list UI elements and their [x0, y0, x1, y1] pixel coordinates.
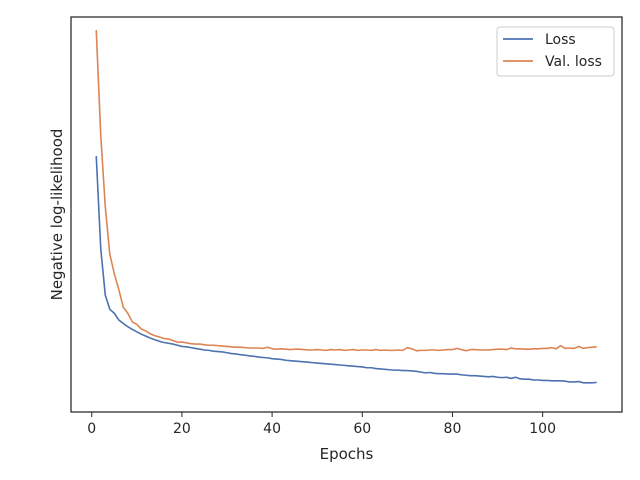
x-tick-label: 40: [263, 421, 281, 437]
x-tick-label: 80: [444, 421, 462, 437]
series-lines: [95, 30, 597, 384]
legend: Loss Val. loss: [496, 26, 615, 77]
x-tick-label: 60: [353, 421, 371, 437]
series-line-val-loss: [95, 30, 597, 352]
x-tick-label: 0: [87, 421, 96, 437]
plot-area: [70, 16, 623, 413]
legend-label: Loss: [545, 32, 576, 48]
x-axis-ticks: 0 20 40 60 80 100: [87, 412, 556, 437]
legend-label: Val. loss: [545, 54, 602, 70]
series-line-loss: [95, 156, 597, 384]
x-axis-label: Epochs: [320, 445, 374, 463]
x-tick-label: 20: [173, 421, 191, 437]
x-tick-label: 100: [529, 421, 556, 437]
y-axis-label: Negative log-likelihood: [48, 129, 66, 301]
